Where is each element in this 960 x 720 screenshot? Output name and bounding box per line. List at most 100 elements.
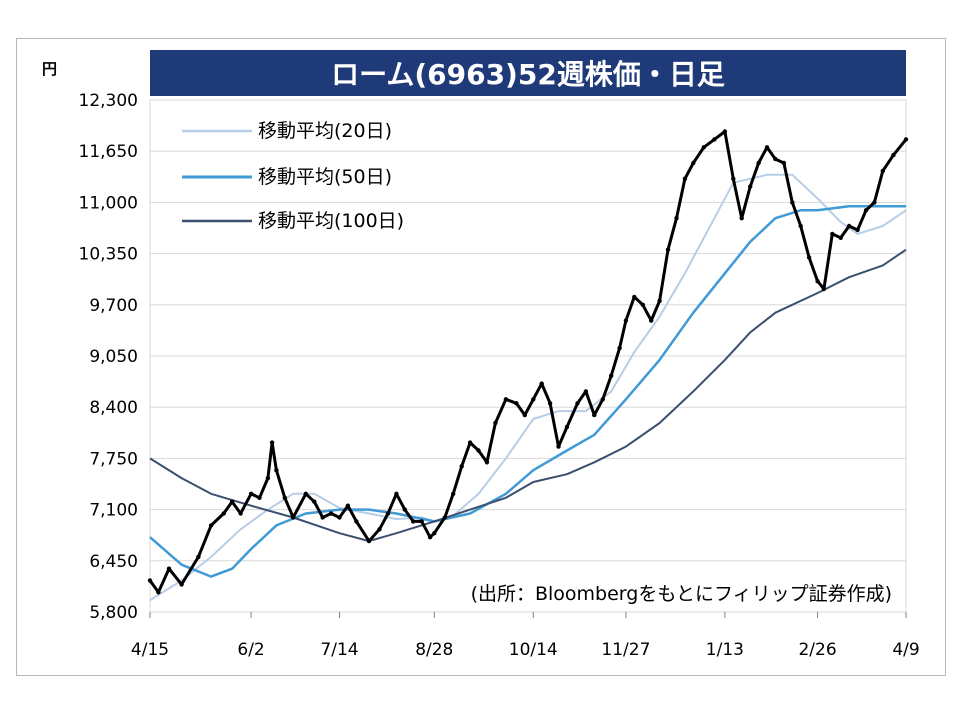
price-point [609, 373, 614, 378]
price-point [722, 129, 728, 134]
price-point [838, 235, 843, 240]
price-point [891, 152, 896, 158]
price-point [880, 168, 885, 174]
price-point [467, 440, 473, 445]
price-point [377, 527, 382, 532]
price-point [156, 590, 161, 595]
title-bar [150, 50, 906, 96]
price-point [274, 468, 279, 473]
legend: 移動平均(20日) 移動平均(50日) 移動平均(100日) [182, 120, 404, 232]
price-point [748, 184, 753, 189]
price-point [221, 511, 226, 516]
y-tick-label: 11,000 [79, 193, 138, 213]
y-tick-label: 8,400 [89, 398, 138, 418]
price-point [547, 401, 553, 406]
x-axis-ticks: 4/15 6/2 7/14 8/28 10/14 11/27 1/13 2/26 4/9 [131, 612, 920, 660]
legend-label-ma50: 移動平均(50日) [258, 166, 392, 188]
price-point [806, 255, 812, 260]
price-point [248, 491, 254, 496]
price-point [756, 160, 761, 166]
price-point [366, 538, 372, 544]
price-point [556, 444, 561, 449]
price-point [303, 491, 308, 496]
y-tick-label: 9,050 [89, 347, 138, 367]
series-line-ma50 [149, 205, 906, 578]
y-axis-unit: 円 [42, 60, 57, 78]
price-point [781, 160, 787, 166]
price-point [269, 440, 275, 445]
price-point [872, 200, 877, 205]
price-point [282, 495, 287, 500]
price-point [147, 578, 153, 583]
price-point [583, 389, 589, 394]
price-point [623, 318, 629, 323]
price-point [179, 582, 184, 587]
price-point [394, 491, 399, 496]
x-tick-label: 11/27 [601, 640, 650, 660]
x-tick-label: 8/28 [415, 640, 453, 660]
price-point [592, 412, 597, 418]
price-point [166, 566, 172, 571]
price-point [385, 511, 391, 516]
price-point [442, 515, 447, 520]
price-point [451, 491, 456, 496]
price-point [345, 503, 351, 508]
price-point [712, 137, 717, 142]
price-point [411, 519, 416, 524]
price-point [320, 515, 325, 520]
x-tick-label: 10/14 [509, 640, 558, 660]
series-line-ma100 [149, 248, 907, 543]
price-point [522, 412, 527, 418]
price-point [419, 519, 424, 524]
price-point [257, 495, 262, 500]
x-tick-label: 1/13 [706, 640, 744, 660]
x-tick-label: 4/9 [892, 640, 919, 660]
price-point [493, 420, 498, 426]
price-point [649, 318, 654, 323]
chart-title: ローム(6963)52週株価・日足 [331, 58, 725, 91]
x-tick-label: 2/26 [798, 640, 836, 660]
y-tick-label: 9,700 [89, 296, 138, 316]
price-point [657, 298, 662, 304]
y-tick-label: 6,450 [89, 552, 138, 572]
price-point [265, 475, 271, 481]
price-point [402, 507, 407, 512]
price-point [674, 216, 679, 221]
price-point [229, 499, 235, 504]
price-point [196, 554, 201, 560]
grid [150, 99, 906, 562]
price-point [739, 216, 744, 221]
price-point [476, 448, 481, 453]
price-point [863, 208, 869, 213]
price-point [432, 531, 437, 536]
price-point [821, 286, 827, 292]
price-point [903, 137, 909, 142]
price-point [427, 535, 433, 540]
price-point [665, 247, 671, 252]
price-point [701, 145, 706, 150]
price-point [790, 200, 795, 205]
price-point [514, 401, 519, 406]
price-point [337, 515, 342, 520]
x-tick-label: 6/2 [237, 640, 264, 660]
price-point [764, 145, 770, 150]
price-point [328, 511, 334, 516]
price-point [640, 302, 645, 307]
y-axis-ticks: 5,800 6,450 7,100 7,750 8,400 9,050 9,700 10,35… [79, 91, 138, 623]
price-point [575, 401, 580, 406]
price-point [600, 397, 605, 402]
price-point [682, 176, 688, 181]
price-point [773, 156, 778, 162]
price-point [632, 294, 637, 300]
x-tick-label: 7/14 [320, 640, 358, 660]
series-layer [147, 129, 909, 602]
legend-label-ma100: 移動平均(100日) [258, 210, 404, 232]
price-point [731, 176, 736, 181]
chart-frame [16, 38, 946, 676]
price-point [531, 397, 536, 402]
y-tick-label: 11,650 [79, 142, 138, 162]
price-point [564, 424, 570, 430]
x-tick-label: 4/15 [131, 640, 169, 660]
price-point [354, 519, 359, 524]
